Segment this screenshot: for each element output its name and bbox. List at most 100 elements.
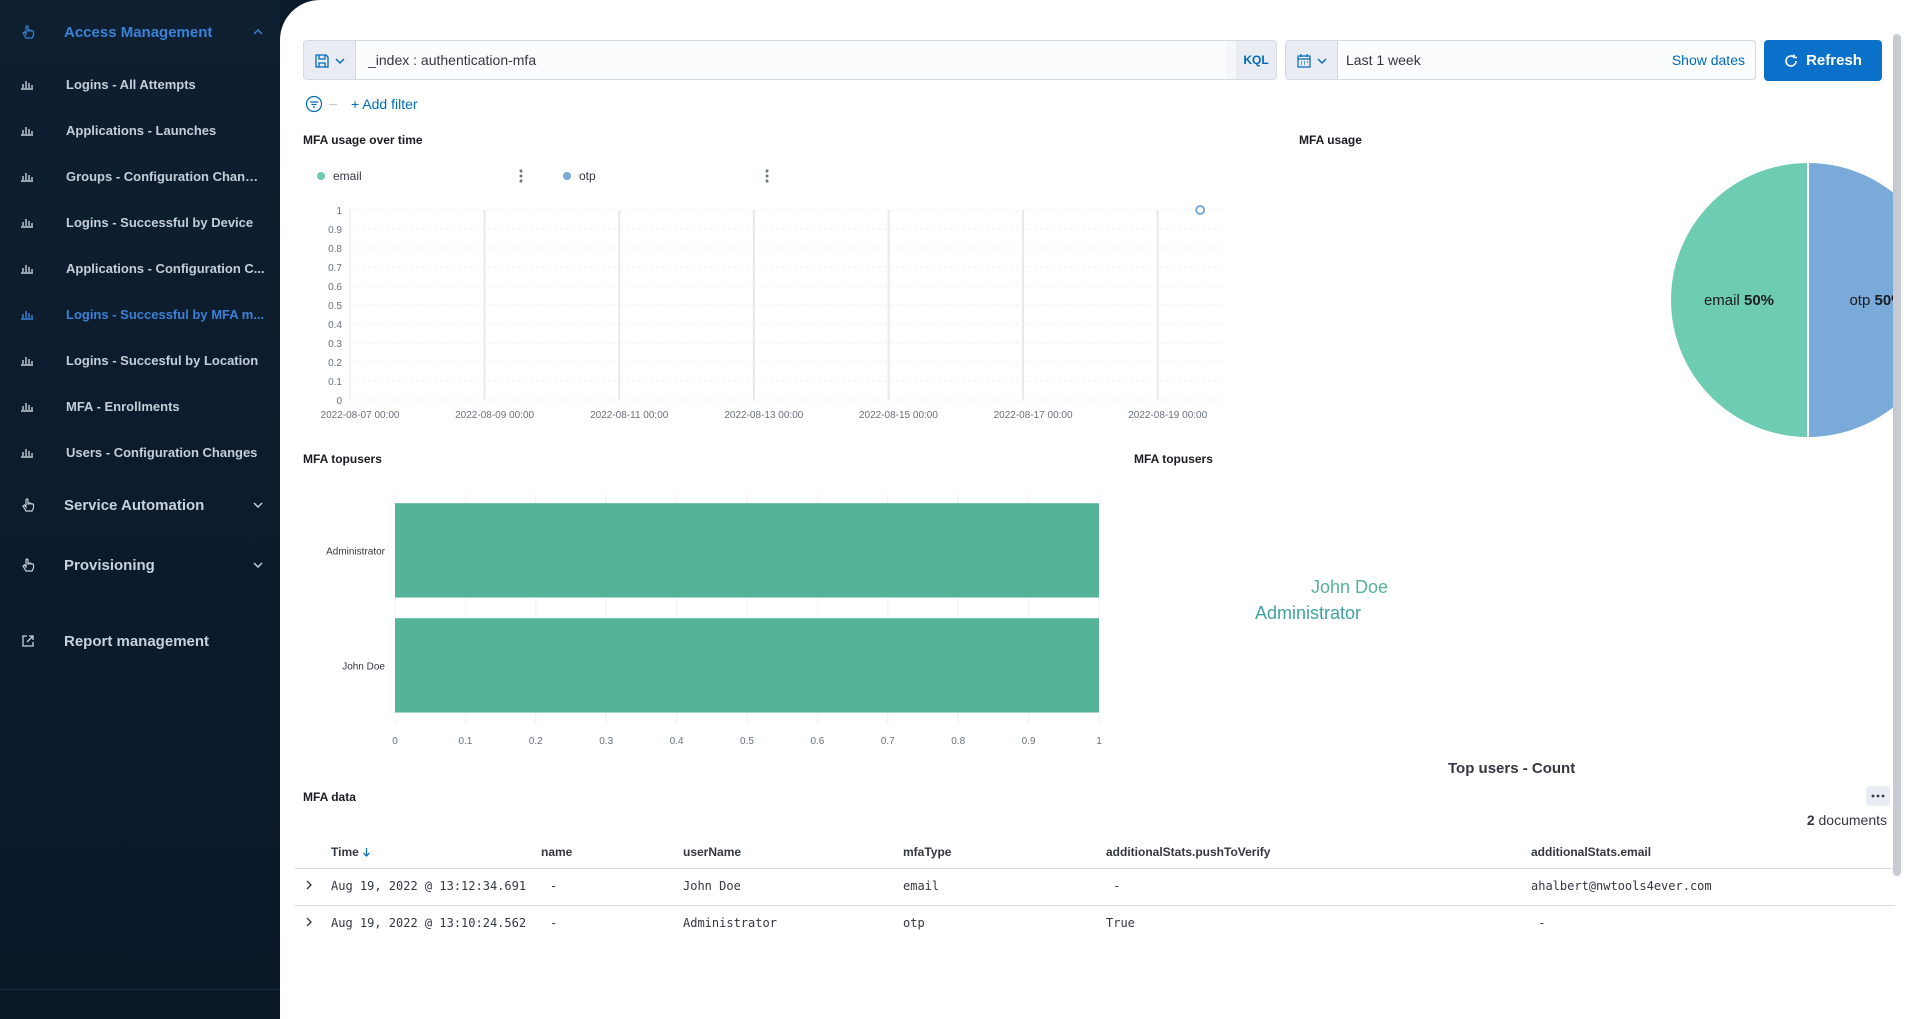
bar-chart-icon: [21, 265, 33, 274]
pointer-hand-icon: [22, 498, 35, 512]
more-horizontal-icon: [1871, 794, 1885, 798]
legend-menu-dot: [765, 174, 769, 178]
pie-slice-email: [1669, 160, 1809, 440]
y-tick-label: 0.5: [328, 301, 342, 312]
nav-item-label: Applications - Launches: [66, 122, 217, 138]
legend-label: email: [333, 169, 362, 183]
nav-item-label: Groups - Configuration Changes: [66, 168, 266, 184]
calendar-icon: [1297, 54, 1311, 68]
nav-section-provisioning[interactable]: Provisioning: [0, 545, 280, 585]
add-filter-link[interactable]: + Add filter: [351, 96, 418, 112]
legend-dot: [563, 172, 571, 180]
legend-menu-dot: [519, 169, 523, 173]
bar-chart-icon: [21, 357, 33, 366]
chevron-down-icon: [253, 502, 263, 508]
bar-chart-icon: [21, 81, 33, 90]
nav-item-logins-successful-by-mfa[interactable]: Logins - Successful by MFA m...: [0, 296, 280, 332]
nav-section-access-management[interactable]: Access Management: [0, 12, 280, 52]
chevron-down-icon: [253, 562, 263, 568]
external-link-icon: [22, 635, 34, 647]
x-tick-label: 2022-08-15 00:00: [859, 410, 938, 421]
panel-options-button[interactable]: [1866, 786, 1890, 806]
filter-menu-icon[interactable]: [305, 95, 323, 113]
x-tick-label: 2022-08-09 00:00: [455, 410, 534, 421]
nav-item-groups-configuration-changes[interactable]: Groups - Configuration Changes: [0, 158, 280, 194]
cell-mfatype: email: [903, 879, 940, 893]
y-tick-label: 0.9: [328, 225, 342, 236]
nav-item-label: MFA - Enrollments: [66, 398, 180, 414]
column-header-pushtoverify[interactable]: additionalStats.pushToVerify: [1106, 845, 1271, 859]
query-language-button[interactable]: KQL: [1236, 41, 1276, 79]
chevron-right-icon[interactable]: [303, 879, 315, 891]
cell-username: Administrator: [683, 916, 777, 930]
tag-cloud-word-john-doe[interactable]: John Doe: [1311, 577, 1389, 597]
tag-cloud-word-administrator[interactable]: Administrator: [1255, 603, 1362, 623]
data-point: [1195, 205, 1206, 215]
chevron-down-icon: [335, 58, 345, 64]
column-header-username[interactable]: userName: [683, 845, 742, 859]
nav-item-logins-all-attempts[interactable]: Logins - All Attempts: [0, 66, 280, 102]
date-range-label[interactable]: Last 1 week: [1346, 52, 1421, 68]
cell-pushtoverify: -: [1106, 879, 1121, 893]
legend-menu-dot: [519, 174, 523, 178]
refresh-label: Refresh: [1806, 52, 1862, 69]
x-tick-label: 0.6: [810, 736, 824, 747]
bar-administrator: [395, 503, 1099, 598]
cell-name: -: [550, 916, 558, 930]
nav-item-applications-launches[interactable]: Applications - Launches: [0, 112, 280, 148]
pie-slice-otp: [1807, 160, 1900, 440]
y-category-label: Administrator: [326, 546, 386, 557]
nav-item-users-configuration-changes[interactable]: Users - Configuration Changes: [0, 434, 280, 470]
dashboard-main: KQL Last 1 week Show dates Refresh + Add…: [280, 0, 1920, 1019]
column-header-time[interactable]: Time: [331, 845, 371, 859]
mfa-usage-over-time-chart: email otp 0 0.1 0.2 0.3 0.4 0.5 0.6 0.7 0.8 0.9 1 202…: [317, 169, 1225, 421]
nav-item-mfa-enrollments[interactable]: MFA - Enrollments: [0, 388, 280, 424]
cell-email: -: [1531, 916, 1546, 930]
x-tick-label: 0.5: [740, 736, 754, 747]
nav-item-applications-configuration[interactable]: Applications - Configuration C...: [0, 250, 280, 286]
panel-title-mfa-data: MFA data: [303, 790, 356, 804]
cell-time: Aug 19, 2022 @ 13:12:34.691: [331, 879, 527, 893]
cell-name: -: [550, 879, 558, 893]
panel-title-mfa-usage: MFA usage: [1299, 133, 1362, 147]
nav-section-service-automation[interactable]: Service Automation: [0, 485, 280, 525]
y-tick-label: 0.1: [328, 377, 342, 388]
cell-email: ahalbert@nwtools4ever.com: [1531, 879, 1712, 893]
nav-item-label: Applications - Configuration C...: [66, 260, 265, 276]
bar-chart-icon: [21, 449, 33, 458]
filter-row: + Add filter: [305, 92, 418, 116]
column-header-name[interactable]: name: [541, 845, 573, 859]
quick-date-button[interactable]: [1286, 41, 1338, 79]
y-tick-label: 1: [336, 206, 342, 217]
nav-section-label: Access Management: [64, 23, 213, 41]
filter-divider: [329, 103, 337, 105]
chevron-right-icon[interactable]: [303, 916, 315, 928]
nav-section-report-management[interactable]: Report management: [0, 621, 280, 661]
show-dates-link[interactable]: Show dates: [1671, 52, 1745, 68]
refresh-button[interactable]: Refresh: [1764, 40, 1882, 81]
bar-john-doe: [395, 618, 1099, 713]
column-header-mfatype[interactable]: mfaType: [903, 845, 952, 859]
column-header-label: Time: [331, 845, 359, 859]
vertical-scrollbar[interactable]: [1893, 34, 1901, 876]
x-tick-label: 0.1: [458, 736, 472, 747]
pointer-hand-icon: [22, 25, 35, 39]
sidebar: Access Management Logins - All Attempts …: [0, 0, 280, 1019]
tag-cloud-caption: Top users - Count: [1448, 760, 1576, 777]
query-input[interactable]: [356, 41, 1226, 79]
cell-mfatype: otp: [903, 916, 925, 930]
nav-item-logins-successful-by-device[interactable]: Logins - Successful by Device: [0, 204, 280, 240]
panel-title-mfa-usage-over-time: MFA usage over time: [303, 133, 423, 147]
x-tick-label: 1: [1096, 736, 1102, 747]
table-row-divider: [295, 905, 1895, 906]
pie-slice-label: email 50%: [1704, 292, 1774, 309]
nav-item-label: Logins - All Attempts: [66, 76, 196, 92]
legend-menu-dot: [765, 169, 769, 173]
x-tick-label: 2022-08-17 00:00: [994, 410, 1073, 421]
nav-item-logins-succesful-by-location[interactable]: Logins - Succesful by Location: [0, 342, 280, 378]
panel-title-mfa-topusers: MFA topusers: [303, 452, 382, 466]
nav-item-label: Users - Configuration Changes: [66, 444, 258, 460]
nav-item-label: Logins - Successful by MFA m...: [66, 306, 265, 322]
saved-query-button[interactable]: [304, 41, 356, 79]
column-header-email[interactable]: additionalStats.email: [1531, 845, 1652, 859]
